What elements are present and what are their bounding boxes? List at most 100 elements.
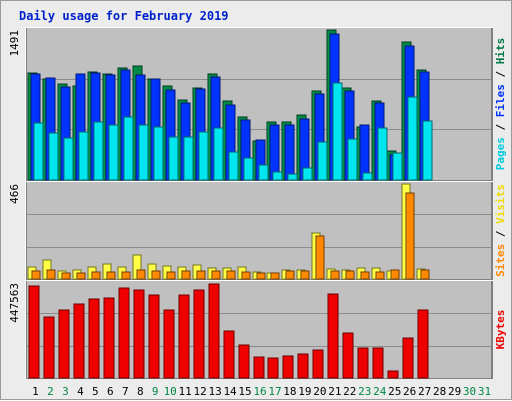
bar-pages bbox=[123, 116, 134, 181]
x-tick-label: 17 bbox=[268, 385, 281, 398]
x-tick-label: 13 bbox=[208, 385, 221, 398]
bar-sites bbox=[166, 271, 176, 280]
bar-kbytes bbox=[43, 316, 55, 379]
bar-pages bbox=[168, 136, 179, 181]
bar-sites bbox=[226, 270, 236, 280]
bar-pages bbox=[138, 124, 149, 181]
bar-sites bbox=[345, 270, 355, 280]
x-tick-label: 9 bbox=[152, 385, 159, 398]
x-tick-label: 6 bbox=[107, 385, 114, 398]
bar-pages bbox=[78, 131, 89, 181]
x-tick-label: 27 bbox=[418, 385, 431, 398]
bar-sites bbox=[315, 235, 325, 280]
bar-kbytes bbox=[297, 353, 309, 379]
legend-label-part: / bbox=[494, 224, 507, 244]
legend-label: Pages / Files / Hits bbox=[494, 38, 507, 171]
bar-pages bbox=[228, 151, 239, 181]
bar-pages bbox=[377, 127, 388, 181]
legend-label-part: Visits bbox=[494, 184, 507, 224]
bar-pages bbox=[272, 171, 283, 181]
bar-pages bbox=[153, 126, 164, 181]
bar-sites bbox=[330, 270, 340, 280]
bar-kbytes bbox=[372, 347, 384, 379]
x-tick-label: 23 bbox=[358, 385, 371, 398]
bar-sites bbox=[375, 271, 385, 280]
bar-sites bbox=[256, 272, 266, 280]
x-tick-label: 29 bbox=[448, 385, 461, 398]
bar-sites bbox=[211, 270, 221, 280]
bar-pages bbox=[198, 131, 209, 181]
bar-sites bbox=[106, 271, 116, 280]
bar-pages bbox=[392, 152, 403, 181]
bar-kbytes bbox=[253, 356, 265, 379]
x-tick-label: 10 bbox=[164, 385, 177, 398]
bar-pages bbox=[332, 82, 343, 181]
x-tick-label: 22 bbox=[343, 385, 356, 398]
bar-pages bbox=[108, 124, 119, 181]
bar-kbytes bbox=[327, 293, 339, 379]
bar-pages bbox=[347, 138, 358, 181]
y-axis-max-label: 447563 bbox=[8, 283, 21, 323]
bar-sites bbox=[136, 269, 146, 280]
bar-sites bbox=[76, 272, 86, 280]
x-tick-label: 20 bbox=[313, 385, 326, 398]
bar-kbytes bbox=[417, 309, 429, 379]
bar-sites bbox=[285, 270, 295, 280]
bar-pages bbox=[362, 172, 373, 181]
bar-kbytes bbox=[88, 298, 100, 379]
x-tick-label: 4 bbox=[77, 385, 84, 398]
x-tick-label: 16 bbox=[253, 385, 266, 398]
bar-kbytes bbox=[342, 332, 354, 379]
x-tick-label: 28 bbox=[433, 385, 446, 398]
bar-sites bbox=[420, 269, 430, 280]
bar-kbytes bbox=[163, 309, 175, 379]
bar-kbytes bbox=[58, 309, 70, 379]
bar-pages bbox=[48, 132, 59, 181]
bar-sites bbox=[61, 272, 71, 280]
bar-sites bbox=[360, 271, 370, 280]
bar-pages bbox=[183, 136, 194, 181]
bar-kbytes bbox=[208, 283, 220, 379]
bar-kbytes bbox=[133, 289, 145, 379]
bar-kbytes bbox=[193, 289, 205, 379]
bar-pages bbox=[213, 127, 224, 181]
y-axis-max-label: 466 bbox=[8, 184, 21, 204]
bar-pages bbox=[258, 164, 269, 181]
bar-kbytes bbox=[357, 347, 369, 379]
legend-label-part: KBytes bbox=[494, 310, 507, 350]
x-tick-label: 31 bbox=[478, 385, 491, 398]
bar-sites bbox=[390, 269, 400, 280]
bar-kbytes bbox=[312, 349, 324, 379]
bar-sites bbox=[270, 272, 280, 280]
bar-kbytes bbox=[148, 294, 160, 379]
x-tick-label: 19 bbox=[298, 385, 311, 398]
x-tick-label: 1 bbox=[32, 385, 39, 398]
panel-background bbox=[27, 182, 491, 279]
x-tick-label: 5 bbox=[92, 385, 99, 398]
bar-kbytes bbox=[282, 355, 294, 379]
legend-label: KBytes bbox=[494, 310, 507, 350]
x-tick-label: 8 bbox=[137, 385, 144, 398]
bar-kbytes bbox=[238, 344, 250, 379]
legend-label: Sites / Visits bbox=[494, 184, 507, 277]
bar-kbytes bbox=[267, 357, 279, 379]
y-axis-max-label: 1491 bbox=[8, 30, 21, 57]
x-tick-label: 18 bbox=[283, 385, 296, 398]
bar-kbytes bbox=[387, 370, 399, 379]
x-tick-label: 21 bbox=[328, 385, 341, 398]
bar-kbytes bbox=[118, 287, 130, 379]
legend-label-part: / bbox=[494, 117, 507, 137]
x-tick-label: 24 bbox=[373, 385, 387, 398]
bar-kbytes bbox=[178, 294, 190, 379]
bar-kbytes bbox=[73, 303, 85, 379]
chart-title: Daily usage for February 2019 bbox=[19, 9, 229, 23]
x-tick-label: 30 bbox=[463, 385, 476, 398]
bar-kbytes bbox=[28, 285, 40, 379]
bar-pages bbox=[302, 167, 313, 181]
bar-sites bbox=[91, 271, 101, 280]
bar-kbytes bbox=[223, 330, 235, 379]
bar-pages bbox=[33, 122, 44, 181]
legend-label-part: / bbox=[494, 64, 507, 84]
legend-label-part: Hits bbox=[494, 38, 507, 65]
